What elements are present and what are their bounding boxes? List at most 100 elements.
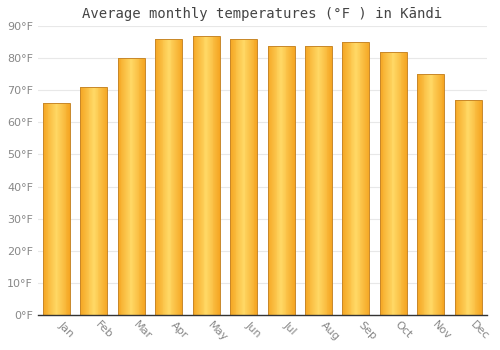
Bar <box>278 46 280 315</box>
Bar <box>268 46 270 315</box>
Bar <box>454 100 481 315</box>
Bar <box>466 100 468 315</box>
Bar <box>400 52 402 315</box>
Bar <box>177 39 178 315</box>
Bar <box>66 103 68 315</box>
Bar <box>231 39 232 315</box>
Bar <box>126 58 127 315</box>
Bar <box>472 100 474 315</box>
Bar <box>478 100 479 315</box>
Bar <box>314 46 315 315</box>
Bar <box>307 46 308 315</box>
Bar <box>418 74 444 315</box>
Bar <box>180 39 182 315</box>
Bar <box>198 36 199 315</box>
Bar <box>471 100 472 315</box>
Bar <box>276 46 278 315</box>
Bar <box>462 100 463 315</box>
Bar <box>387 52 388 315</box>
Bar <box>268 46 294 315</box>
Bar <box>362 42 363 315</box>
Bar <box>135 58 136 315</box>
Bar <box>305 46 306 315</box>
Bar <box>94 87 95 315</box>
Bar <box>322 46 323 315</box>
Bar <box>166 39 167 315</box>
Bar <box>138 58 140 315</box>
Bar <box>354 42 355 315</box>
Bar <box>219 36 220 315</box>
Bar <box>308 46 310 315</box>
Bar <box>136 58 137 315</box>
Bar <box>282 46 283 315</box>
Bar <box>252 39 254 315</box>
Bar <box>56 103 58 315</box>
Bar <box>196 36 197 315</box>
Bar <box>312 46 313 315</box>
Bar <box>247 39 248 315</box>
Bar <box>84 87 85 315</box>
Bar <box>430 74 431 315</box>
Bar <box>156 39 182 315</box>
Bar <box>405 52 406 315</box>
Bar <box>251 39 252 315</box>
Bar <box>54 103 56 315</box>
Bar <box>95 87 96 315</box>
Bar <box>426 74 427 315</box>
Bar <box>321 46 322 315</box>
Bar <box>365 42 366 315</box>
Bar <box>461 100 462 315</box>
Bar <box>442 74 444 315</box>
Bar <box>178 39 180 315</box>
Bar <box>292 46 293 315</box>
Bar <box>380 52 381 315</box>
Bar <box>125 58 126 315</box>
Bar <box>167 39 168 315</box>
Bar <box>366 42 368 315</box>
Bar <box>353 42 354 315</box>
Bar <box>468 100 469 315</box>
Bar <box>396 52 397 315</box>
Bar <box>380 52 407 315</box>
Bar <box>59 103 60 315</box>
Bar <box>207 36 208 315</box>
Bar <box>93 87 94 315</box>
Bar <box>175 39 176 315</box>
Bar <box>310 46 312 315</box>
Bar <box>90 87 92 315</box>
Bar <box>46 103 48 315</box>
Bar <box>481 100 482 315</box>
Bar <box>440 74 442 315</box>
Bar <box>63 103 64 315</box>
Bar <box>470 100 471 315</box>
Bar <box>243 39 244 315</box>
Bar <box>342 42 344 315</box>
Bar <box>394 52 395 315</box>
Bar <box>476 100 477 315</box>
Bar <box>232 39 233 315</box>
Bar <box>280 46 281 315</box>
Bar <box>397 52 398 315</box>
Bar <box>204 36 206 315</box>
Bar <box>479 100 480 315</box>
Bar <box>431 74 432 315</box>
Bar <box>165 39 166 315</box>
Bar <box>86 87 87 315</box>
Bar <box>51 103 52 315</box>
Bar <box>215 36 216 315</box>
Bar <box>456 100 458 315</box>
Bar <box>275 46 276 315</box>
Bar <box>368 42 370 315</box>
Bar <box>87 87 88 315</box>
Bar <box>158 39 159 315</box>
Bar <box>100 87 101 315</box>
Bar <box>428 74 429 315</box>
Bar <box>156 39 157 315</box>
Bar <box>326 46 328 315</box>
Bar <box>124 58 125 315</box>
Bar <box>48 103 50 315</box>
Bar <box>193 36 194 315</box>
Bar <box>355 42 356 315</box>
Bar <box>118 58 119 315</box>
Bar <box>438 74 439 315</box>
